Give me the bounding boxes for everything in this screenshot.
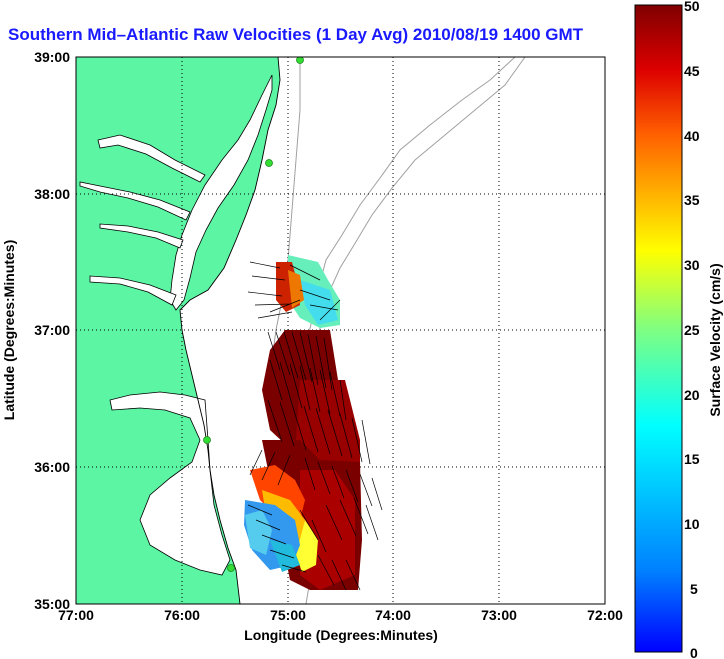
lon-tick-label: 73:00 — [481, 607, 517, 623]
x-axis-label: Longitude (Degrees:Minutes) — [244, 627, 438, 643]
velocity-field — [244, 255, 362, 590]
colorbar-tick-label: 50 — [684, 0, 700, 14]
lat-tick-label: 39:00 — [34, 49, 70, 65]
lat-tick-labels: 39:00 38:00 37:00 36:00 35:00 — [34, 49, 70, 612]
lat-tick-label: 37:00 — [34, 322, 70, 338]
radar-station-marker — [265, 159, 273, 167]
lon-tick-label: 77:00 — [58, 607, 94, 623]
colorbar-tick-label: 25 — [684, 322, 700, 338]
colorbar-scale — [634, 4, 683, 653]
colorbar: 50 45 40 35 30 25 20 15 10 5 0 Surface V… — [634, 0, 723, 659]
coastline — [179, 57, 281, 604]
colorbar-tick-label: 30 — [684, 257, 700, 273]
lon-tick-label: 76:00 — [164, 607, 200, 623]
colorbar-tick-label: 40 — [684, 128, 700, 144]
chesapeake-bay — [169, 74, 273, 311]
james-river — [89, 275, 177, 306]
radar-stations — [203, 57, 304, 572]
colorbar-tick-label: 15 — [684, 451, 700, 467]
rappahannock-river — [99, 223, 184, 249]
y-axis-label: Latitude (Degrees:Minutes) — [1, 240, 17, 420]
lat-tick-label: 36:00 — [34, 459, 70, 475]
albemarle-pamlico-sound — [109, 391, 231, 576]
plot-frame — [75, 56, 606, 605]
lat-tick-label: 35:00 — [34, 596, 70, 612]
radar-station-marker — [296, 57, 304, 64]
lon-tick-labels: 77:00 76:00 75:00 74:00 73:00 72:00 — [58, 607, 623, 623]
map-plot-area — [76, 57, 605, 604]
lat-tick-label: 38:00 — [34, 186, 70, 202]
lon-tick-label: 74:00 — [375, 607, 411, 623]
radar-station-marker — [227, 564, 235, 572]
upper-bay-tributaries — [97, 134, 206, 183]
colorbar-tick-label: 45 — [684, 63, 700, 79]
potomac-river — [79, 181, 191, 221]
lon-tick-label: 75:00 — [270, 607, 306, 623]
colorbar-tick-label: 5 — [690, 581, 698, 597]
colorbar-tick-label: 35 — [684, 192, 700, 208]
colorbar-ticks: 50 45 40 35 30 25 20 15 10 5 0 — [684, 0, 700, 659]
figure-title: Southern Mid–Atlantic Raw Velocities (1 … — [8, 25, 584, 44]
lon-tick-label: 72:00 — [587, 607, 623, 623]
colorbar-label: Surface Velocity (cm/s) — [707, 263, 723, 416]
radar-station-marker — [203, 436, 211, 444]
velocity-vectors — [247, 261, 383, 591]
colorbar-tick-label: 20 — [684, 387, 700, 403]
colorbar-tick-label: 10 — [684, 516, 700, 532]
colorbar-tick-label: 0 — [690, 645, 698, 659]
